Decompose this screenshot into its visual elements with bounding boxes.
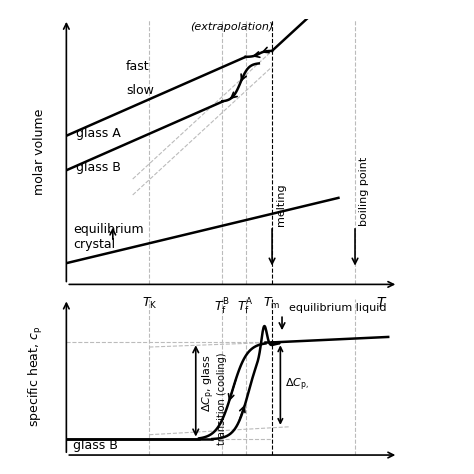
Text: equilibrium
crystal: equilibrium crystal — [73, 223, 144, 251]
Text: transition (cooling): transition (cooling) — [217, 353, 228, 445]
Text: molar volume: molar volume — [33, 109, 46, 195]
Text: specific heat, $c_\mathrm{p}$: specific heat, $c_\mathrm{p}$ — [27, 326, 46, 428]
Text: glass A: glass A — [76, 127, 121, 140]
Text: equilibrium liquid: equilibrium liquid — [289, 303, 386, 313]
Text: boiling point: boiling point — [359, 157, 369, 226]
Text: melting: melting — [276, 183, 286, 226]
Text: slow: slow — [126, 84, 154, 97]
Text: $T_\mathrm{f}^\mathrm{B}$: $T_\mathrm{f}^\mathrm{B}$ — [214, 296, 230, 317]
Text: (extrapolation): (extrapolation) — [191, 22, 274, 32]
Text: glass B: glass B — [73, 439, 118, 452]
Text: $T_\mathrm{m}$: $T_\mathrm{m}$ — [264, 296, 281, 311]
Text: fast: fast — [126, 60, 150, 73]
Text: $T_\mathrm{f}^\mathrm{A}$: $T_\mathrm{f}^\mathrm{A}$ — [237, 296, 254, 317]
Text: $\Delta C_\mathrm{p}$, glass: $\Delta C_\mathrm{p}$, glass — [201, 354, 217, 412]
Text: $T_\mathrm{K}$: $T_\mathrm{K}$ — [142, 296, 157, 311]
Text: $\Delta C_\mathrm{p,}$: $\Delta C_\mathrm{p,}$ — [285, 377, 309, 393]
Text: glass B: glass B — [76, 161, 121, 174]
Text: $T$: $T$ — [376, 296, 387, 310]
